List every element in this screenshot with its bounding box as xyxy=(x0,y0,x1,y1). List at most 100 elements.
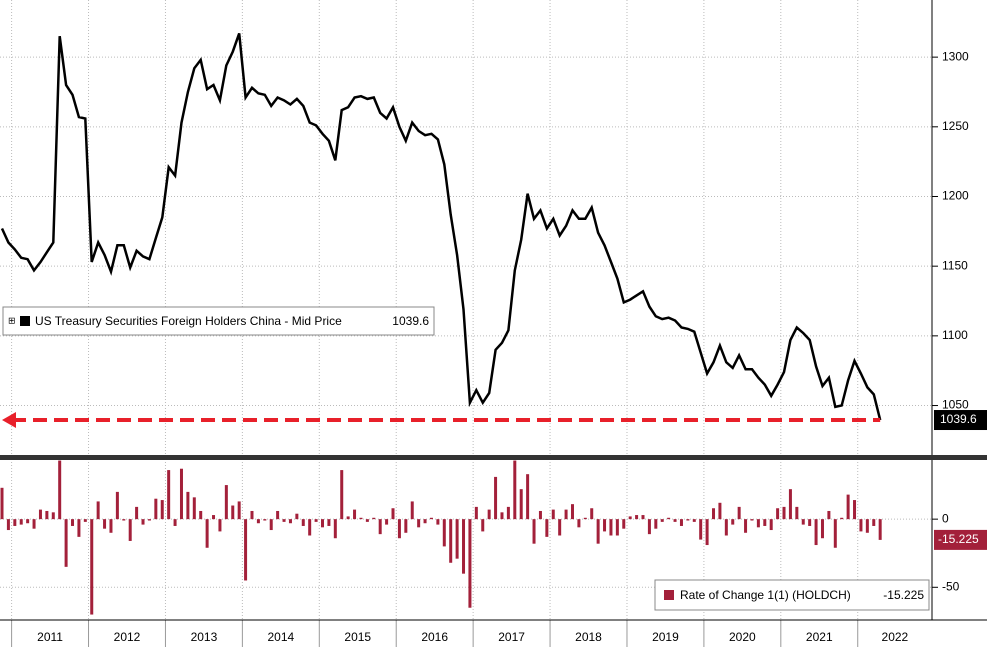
legend-swatch xyxy=(20,316,30,326)
bar xyxy=(814,519,818,546)
last-bar-label: -15.225 xyxy=(938,532,979,546)
y-tick-label: 0 xyxy=(942,511,949,525)
bar xyxy=(32,519,36,529)
bar xyxy=(205,519,209,548)
legend-box xyxy=(2,306,435,336)
bar xyxy=(538,510,542,520)
bar xyxy=(769,519,773,531)
bar xyxy=(449,519,453,563)
bar xyxy=(71,519,75,526)
bar xyxy=(404,519,408,533)
legend-box xyxy=(654,579,930,611)
bar xyxy=(679,519,683,526)
bar xyxy=(314,519,318,522)
bar xyxy=(410,501,414,520)
y-tick-label: -50 xyxy=(942,579,960,593)
bar xyxy=(301,519,305,526)
bar xyxy=(833,519,837,548)
bar xyxy=(167,470,171,520)
bar xyxy=(660,519,664,522)
bar xyxy=(468,519,472,608)
legend-swatch xyxy=(664,590,674,600)
bar xyxy=(590,508,594,520)
x-tick-label: 2018 xyxy=(575,630,602,644)
bar xyxy=(462,519,466,574)
bar xyxy=(83,519,87,522)
bar xyxy=(622,519,626,529)
x-tick-label: 2017 xyxy=(498,630,525,644)
bar xyxy=(256,519,260,524)
bar xyxy=(45,510,49,520)
bar xyxy=(744,519,748,533)
bar xyxy=(288,519,292,524)
bar xyxy=(782,506,786,520)
bar xyxy=(442,519,446,547)
bar xyxy=(19,519,23,525)
bar xyxy=(365,519,369,522)
bar xyxy=(481,519,485,532)
x-tick-label: 2019 xyxy=(652,630,679,644)
y-tick-label: 1250 xyxy=(942,119,969,133)
bar xyxy=(192,497,196,520)
bar xyxy=(641,515,645,520)
bar xyxy=(820,519,824,539)
bar xyxy=(231,505,235,520)
bar xyxy=(808,519,812,526)
bar xyxy=(583,517,587,520)
panel-separator xyxy=(0,455,987,460)
bar xyxy=(308,519,312,536)
arrow-head xyxy=(2,412,16,429)
bar xyxy=(173,519,177,526)
bar xyxy=(776,508,780,520)
bar xyxy=(340,470,344,520)
bar xyxy=(128,519,132,541)
bar xyxy=(160,500,164,520)
bar xyxy=(13,519,17,526)
bar xyxy=(391,508,395,520)
bar xyxy=(321,519,324,528)
x-tick-label: 2012 xyxy=(114,630,141,644)
y-tick-label: 1100 xyxy=(942,328,968,342)
bar xyxy=(558,519,562,536)
bar xyxy=(218,519,222,532)
bar xyxy=(654,519,658,529)
bar xyxy=(417,519,421,528)
bar xyxy=(327,519,331,526)
bar xyxy=(333,519,337,539)
bar xyxy=(500,512,504,520)
bar xyxy=(51,512,55,520)
bar xyxy=(186,491,190,520)
bar xyxy=(788,489,792,520)
bar xyxy=(487,509,491,520)
bar xyxy=(250,510,254,520)
bar xyxy=(603,519,607,532)
last-bar-box xyxy=(934,529,987,550)
x-tick-label: 2013 xyxy=(191,630,218,644)
bar xyxy=(846,494,850,520)
x-tick-label: 2016 xyxy=(421,630,448,644)
bar xyxy=(122,519,126,521)
bar xyxy=(712,508,716,520)
bar xyxy=(737,506,741,520)
bar xyxy=(372,517,376,520)
x-tick-label: 2015 xyxy=(344,630,371,644)
bar xyxy=(526,474,530,520)
bar xyxy=(295,513,299,520)
bar xyxy=(199,510,203,520)
bar xyxy=(26,519,30,524)
bar xyxy=(506,506,510,520)
bar xyxy=(859,519,863,532)
bar xyxy=(494,476,498,520)
bar xyxy=(282,519,286,522)
bar xyxy=(718,502,722,520)
legend-value: -15.225 xyxy=(883,588,924,602)
bar xyxy=(801,519,805,525)
x-tick-label: 2021 xyxy=(806,630,833,644)
bar xyxy=(224,485,228,520)
legend-label: Rate of Change 1(1) (HOLDCH) xyxy=(680,588,851,602)
legend-value: 1039.6 xyxy=(392,314,429,328)
bar xyxy=(269,519,273,531)
bar xyxy=(135,506,139,520)
bar xyxy=(263,519,267,521)
y-tick-label: 1300 xyxy=(942,49,969,63)
